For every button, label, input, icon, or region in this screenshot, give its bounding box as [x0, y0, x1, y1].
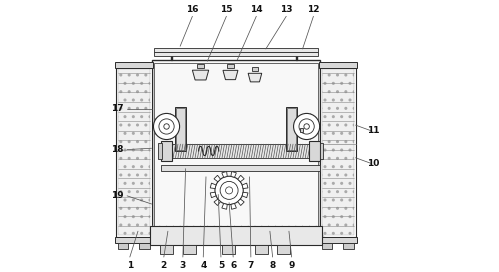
- Bar: [343, 243, 354, 249]
- Bar: [197, 64, 204, 68]
- Bar: [319, 237, 357, 243]
- Bar: [161, 141, 172, 161]
- Polygon shape: [231, 203, 237, 209]
- Bar: [158, 143, 162, 159]
- Text: 16: 16: [186, 5, 199, 14]
- Bar: [161, 144, 320, 158]
- Polygon shape: [238, 199, 244, 206]
- Bar: [222, 245, 236, 254]
- Text: 19: 19: [111, 191, 124, 200]
- Bar: [227, 64, 234, 68]
- Polygon shape: [242, 192, 248, 198]
- Bar: [319, 62, 357, 68]
- Bar: [139, 243, 150, 249]
- Text: 4: 4: [200, 261, 207, 270]
- Text: 8: 8: [269, 261, 276, 270]
- Bar: [251, 67, 258, 72]
- Polygon shape: [222, 172, 227, 177]
- Polygon shape: [238, 175, 244, 182]
- Text: 10: 10: [367, 159, 379, 168]
- Bar: [321, 69, 354, 235]
- Polygon shape: [222, 203, 227, 209]
- Bar: [320, 68, 356, 237]
- Bar: [118, 69, 150, 235]
- Text: 2: 2: [161, 261, 167, 270]
- Text: 12: 12: [307, 5, 320, 14]
- Text: 6: 6: [230, 261, 237, 270]
- Text: 18: 18: [111, 145, 124, 154]
- Bar: [300, 128, 303, 132]
- Polygon shape: [193, 70, 209, 80]
- Bar: [309, 141, 320, 161]
- Circle shape: [215, 176, 243, 205]
- Bar: [176, 108, 185, 150]
- Bar: [286, 107, 297, 151]
- Bar: [287, 108, 296, 150]
- Polygon shape: [223, 70, 238, 80]
- Bar: [320, 143, 323, 159]
- Bar: [150, 226, 321, 245]
- Polygon shape: [214, 199, 221, 206]
- Bar: [152, 60, 320, 231]
- Polygon shape: [248, 73, 262, 82]
- Text: 14: 14: [250, 5, 262, 14]
- Text: 1: 1: [127, 261, 133, 270]
- Text: 15: 15: [220, 5, 233, 14]
- Bar: [115, 62, 153, 68]
- Bar: [255, 245, 268, 254]
- Bar: [183, 245, 196, 254]
- Bar: [154, 48, 317, 52]
- Text: 7: 7: [248, 261, 254, 270]
- Polygon shape: [231, 172, 237, 177]
- Bar: [160, 245, 173, 254]
- Text: 17: 17: [111, 104, 124, 113]
- Bar: [321, 243, 332, 249]
- Bar: [154, 63, 317, 228]
- Text: 3: 3: [180, 261, 186, 270]
- Text: 5: 5: [218, 261, 224, 270]
- Circle shape: [154, 113, 180, 140]
- Circle shape: [293, 113, 320, 140]
- Bar: [115, 237, 153, 243]
- Bar: [175, 107, 186, 151]
- Text: 11: 11: [367, 126, 380, 135]
- Text: 13: 13: [280, 5, 292, 14]
- Polygon shape: [210, 192, 216, 198]
- Polygon shape: [210, 183, 216, 188]
- Bar: [161, 165, 320, 171]
- Bar: [277, 245, 290, 254]
- Polygon shape: [242, 183, 248, 188]
- Polygon shape: [214, 175, 221, 182]
- Text: 9: 9: [288, 261, 295, 270]
- Bar: [154, 52, 317, 56]
- Bar: [116, 68, 152, 237]
- Bar: [118, 243, 128, 249]
